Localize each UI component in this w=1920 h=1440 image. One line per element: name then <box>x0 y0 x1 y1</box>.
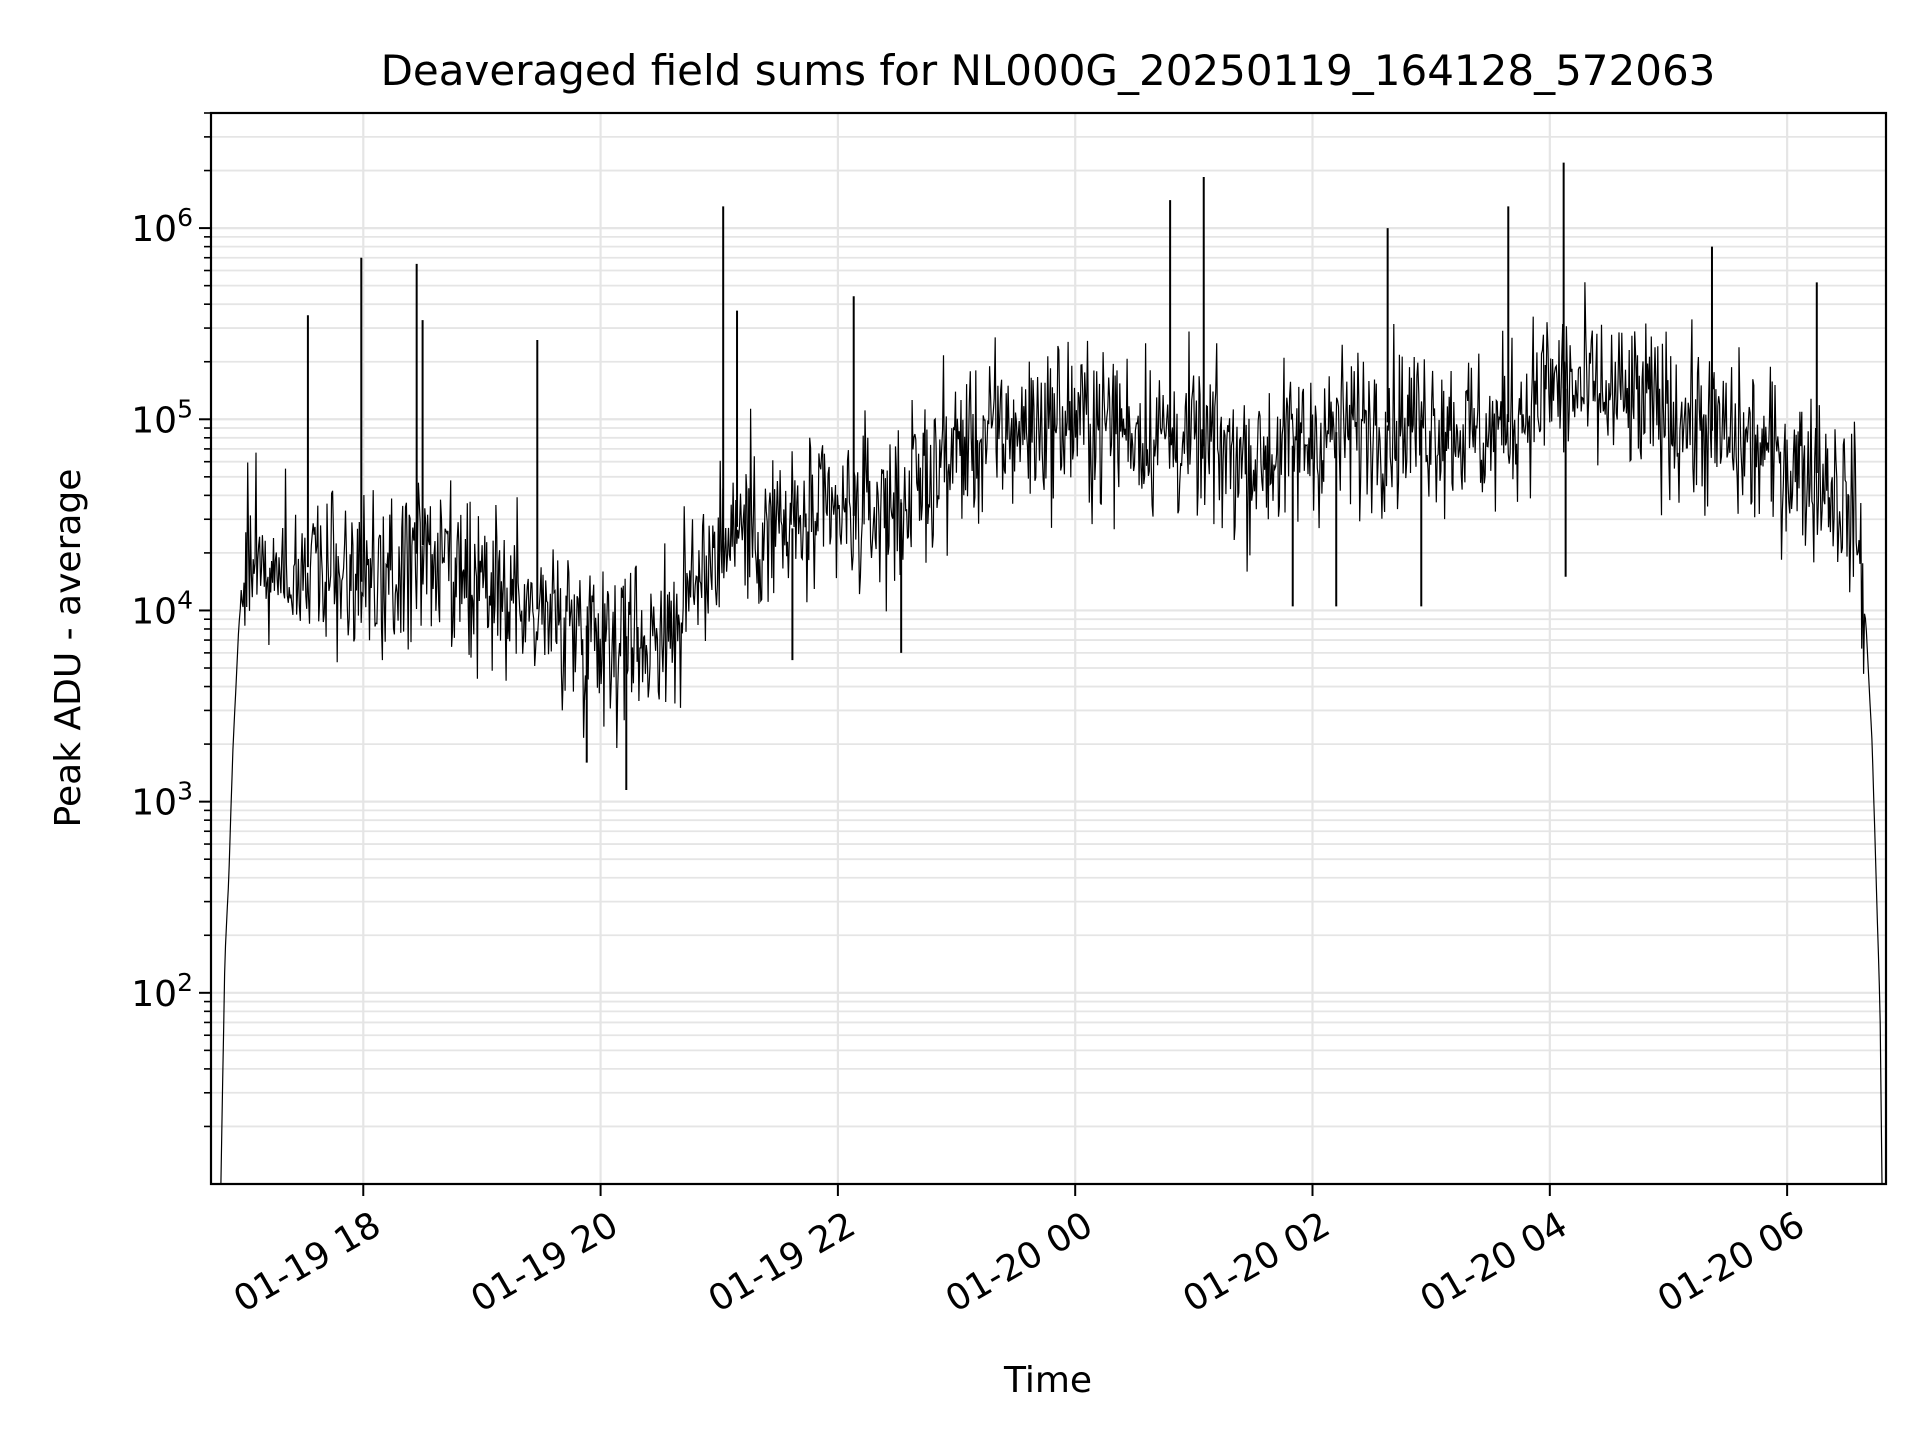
grid <box>211 112 1886 1186</box>
series-layer <box>220 162 1883 1185</box>
series-line <box>220 282 1883 1185</box>
plot-frame <box>209 111 1888 1186</box>
y-tick-label: 105 <box>131 394 193 441</box>
chart-title: Deaveraged field sums for NL000G_2025011… <box>381 46 1716 95</box>
x-axis-label: Time <box>1003 1360 1092 1401</box>
y-tick-label: 106 <box>131 203 193 250</box>
y-axis: 102 103 104 105 106 <box>131 112 211 1128</box>
y-tick-label: 104 <box>131 585 193 632</box>
y-tick-label: 103 <box>131 777 193 824</box>
y-axis-label: Peak ADU - average <box>48 469 89 828</box>
y-tick-label: 102 <box>131 968 193 1015</box>
